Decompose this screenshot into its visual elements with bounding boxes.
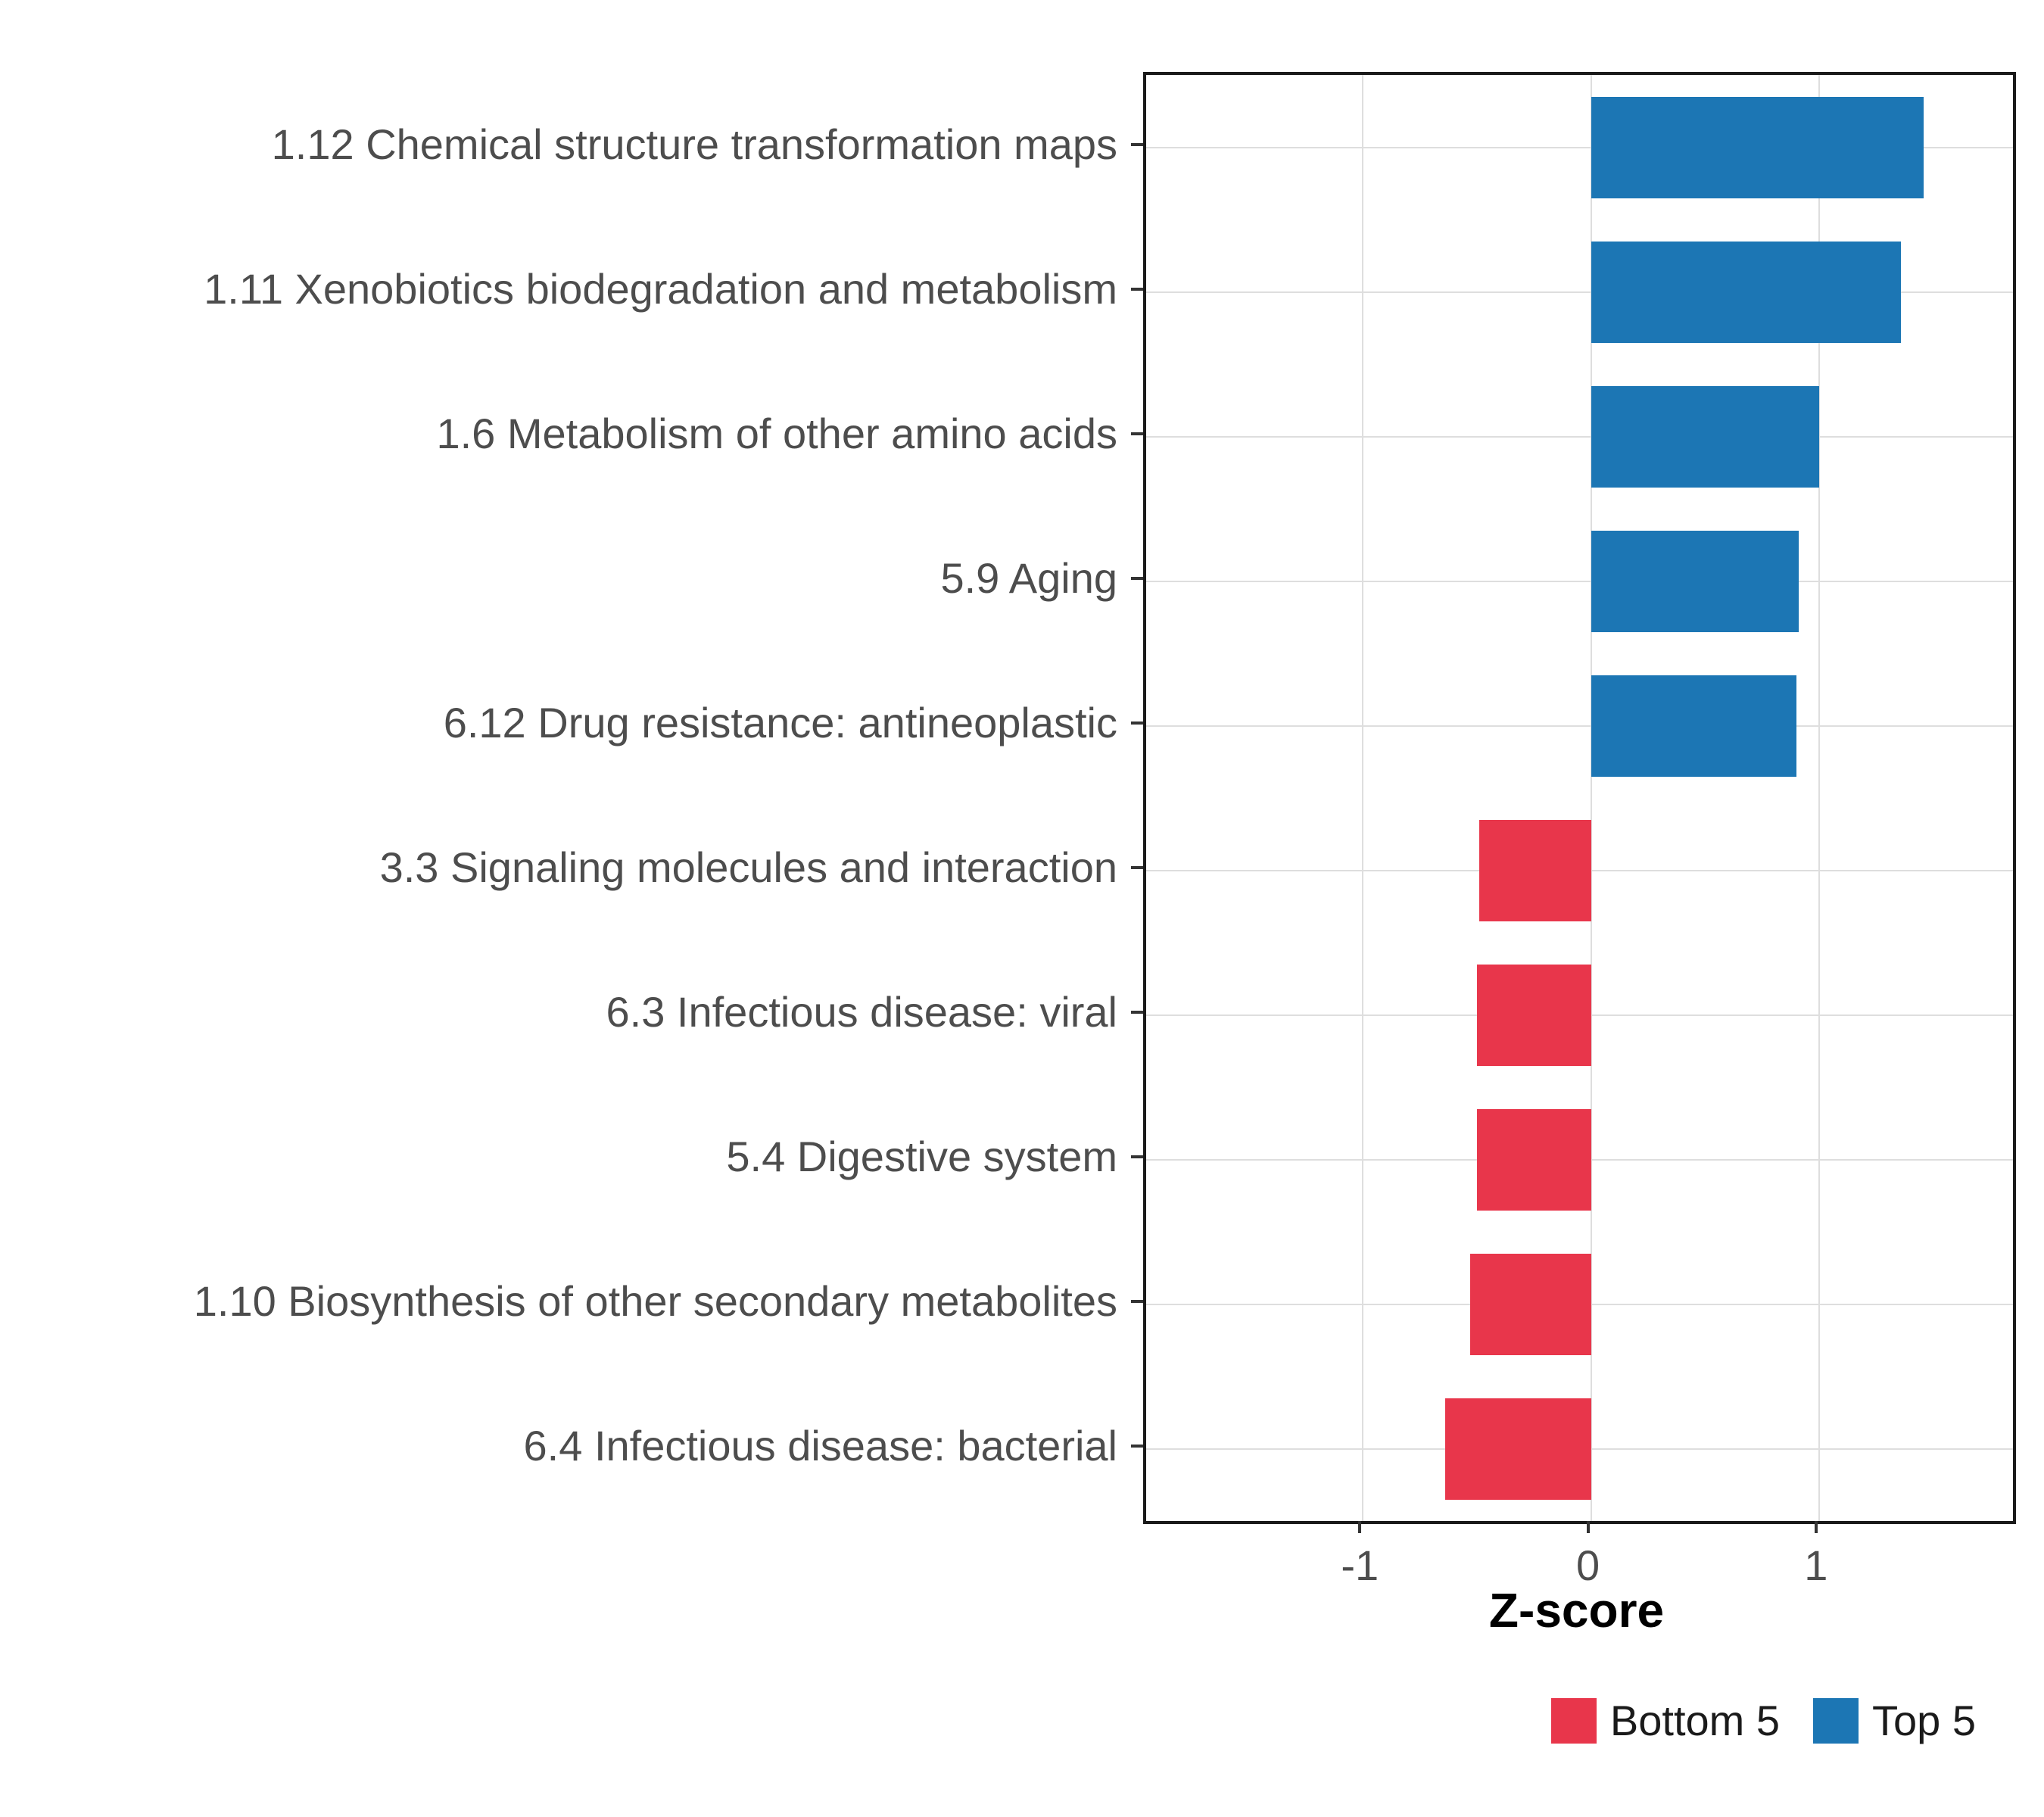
x-tick-label: 0 [1575,1541,1600,1589]
category-label: 5.4 Digestive system [726,1132,1117,1180]
bar [1591,530,1799,632]
legend-swatch-bottom5 [1550,1697,1597,1744]
legend-label-bottom5: Bottom 5 [1609,1697,1780,1744]
bar [1591,96,1924,198]
x-axis-tick [1586,1521,1590,1533]
legend-label-top5: Top 5 [1872,1697,1976,1744]
legend-swatch-top5 [1813,1697,1859,1744]
gridline-horizontal [1146,725,2013,727]
category-label: 6.4 Infectious disease: bacterial [523,1421,1117,1469]
category-label: 6.12 Drug resistance: antineoplastic [443,698,1117,746]
plot-panel [1143,72,2016,1524]
category-label: 1.12 Chemical structure transformation m… [271,120,1117,168]
category-label: 5.9 Aging [940,553,1117,602]
y-axis-tick [1131,576,1143,580]
y-axis-tick [1131,721,1143,725]
gridline-vertical [1590,75,1592,1521]
bar [1478,819,1591,921]
bar [1591,385,1819,488]
y-axis-tick [1131,142,1143,146]
gridline-horizontal [1146,291,2013,293]
bar [1591,241,1902,343]
y-axis-tick [1131,1444,1143,1448]
legend-item-bottom5: Bottom 5 [1550,1696,1780,1745]
bar [1591,675,1796,777]
x-tick-label: -1 [1341,1541,1379,1589]
x-axis-tick [1358,1521,1362,1533]
bar [1444,1398,1591,1500]
x-axis-tick [1814,1521,1818,1533]
x-axis-title: Z-score [1488,1583,1665,1638]
category-label: 1.6 Metabolism of other amino acids [436,409,1117,457]
gridline-vertical [1818,75,1820,1521]
bar [1476,1108,1591,1211]
gridline-horizontal [1146,580,2013,582]
y-axis-tick [1131,287,1143,291]
legend: Bottom 5 Top 5 [1550,1696,1976,1745]
gridline-vertical [1362,75,1364,1521]
y-axis-tick [1131,1010,1143,1014]
y-axis-tick [1131,1155,1143,1158]
gridline-horizontal [1146,435,2013,438]
category-label: 1.10 Biosynthesis of other secondary met… [193,1276,1117,1325]
y-axis-tick [1131,1299,1143,1303]
category-label: 1.11 Xenobiotics biodegradation and meta… [204,264,1117,313]
bar [1476,964,1591,1066]
y-axis-tick [1131,865,1143,869]
y-axis-tick [1131,432,1143,435]
legend-item-top5: Top 5 [1813,1696,1976,1745]
x-tick-label: 1 [1804,1541,1828,1589]
bar [1469,1253,1591,1355]
category-label: 3.3 Signaling molecules and interaction [379,843,1117,891]
category-label: 6.3 Infectious disease: viral [606,987,1117,1036]
gridline-horizontal [1146,146,2013,148]
